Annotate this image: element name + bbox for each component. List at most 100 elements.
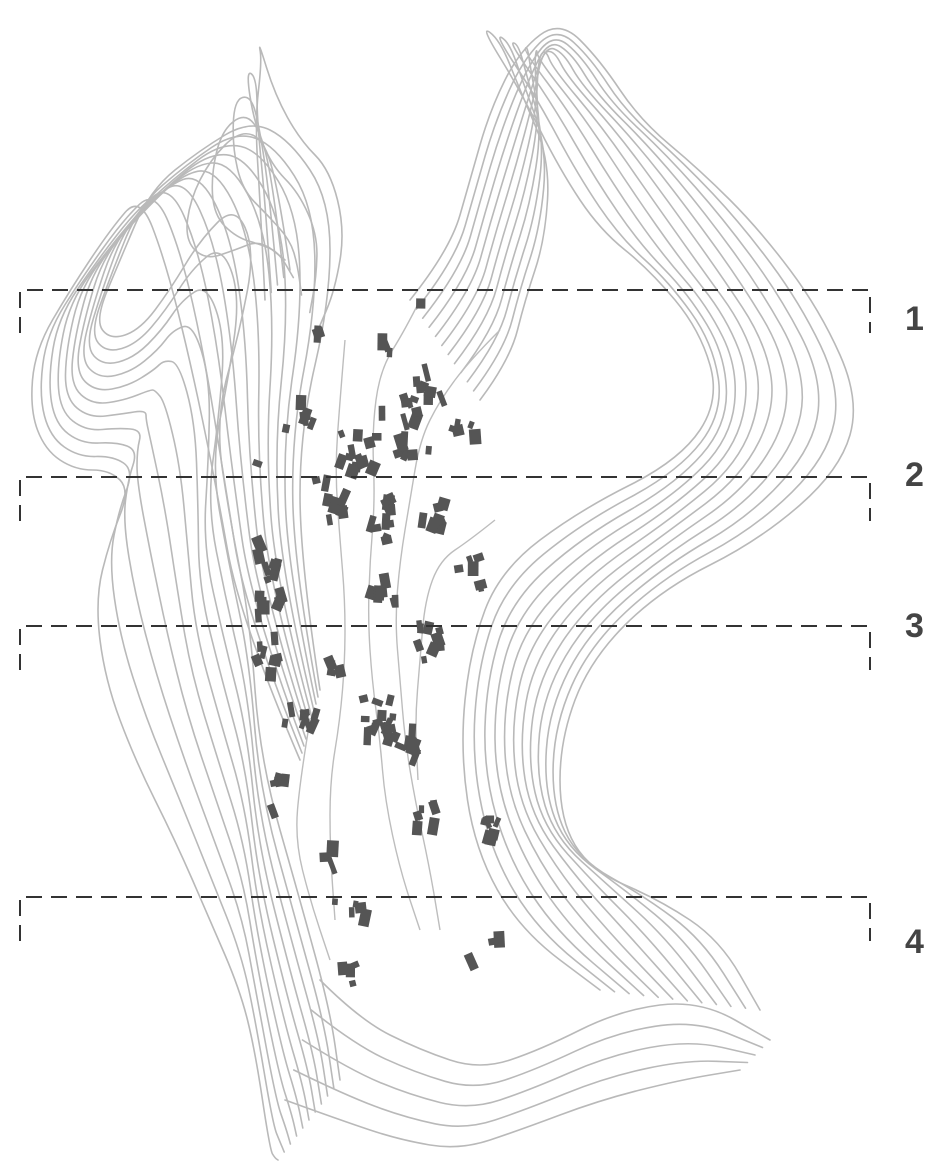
building-18 <box>421 363 432 383</box>
building-181 <box>347 960 360 971</box>
building-16 <box>415 382 425 394</box>
building-26 <box>411 406 423 418</box>
building-48 <box>425 445 432 455</box>
building-53 <box>337 505 349 520</box>
contour-west-11 <box>31 205 301 1161</box>
building-2 <box>295 394 307 411</box>
contour-spur-5 <box>186 132 291 271</box>
building-121 <box>256 641 263 652</box>
building-182 <box>348 979 357 988</box>
contour-lines <box>31 27 855 1161</box>
building-24 <box>409 395 420 404</box>
building-169 <box>492 816 502 828</box>
section-label-4: 4 <box>905 923 924 961</box>
building-162 <box>411 820 423 836</box>
building-139 <box>371 697 384 708</box>
building-80 <box>467 561 479 577</box>
building-107 <box>422 620 435 636</box>
building-129 <box>310 707 321 722</box>
contour-west-8 <box>57 184 307 1137</box>
section-label-1: 1 <box>905 300 924 338</box>
building-64 <box>386 491 397 505</box>
contour-west-1 <box>98 125 341 1081</box>
building-77 <box>473 578 488 591</box>
building-137 <box>360 715 370 723</box>
building-172 <box>486 815 495 824</box>
building-41 <box>364 459 381 478</box>
contour-spur-3 <box>232 96 303 296</box>
building-79 <box>465 555 474 564</box>
contour-spur-2 <box>247 72 318 314</box>
building-105 <box>412 638 425 653</box>
building-42 <box>334 453 348 471</box>
contour-east-10 <box>466 42 728 995</box>
building-6 <box>298 406 313 426</box>
building-22 <box>378 405 386 421</box>
building-49 <box>400 431 409 446</box>
building-143 <box>370 722 379 733</box>
contour-west-3 <box>88 144 329 1097</box>
building-156 <box>280 773 290 788</box>
building-63 <box>369 523 382 533</box>
building-109 <box>425 641 442 658</box>
building-145 <box>377 709 387 722</box>
lane-3 <box>395 329 501 931</box>
building-176 <box>331 898 339 906</box>
building-11 <box>377 333 388 351</box>
building-72 <box>417 512 428 529</box>
building-93 <box>268 558 281 571</box>
contour-valley-2 <box>310 1009 764 1087</box>
building-167 <box>412 810 424 822</box>
building-50 <box>325 513 334 526</box>
building-86 <box>251 534 268 554</box>
section-cut-lines: 1 2 3 4 <box>19 289 924 961</box>
building-56 <box>336 487 352 508</box>
contour-east-8 <box>453 50 747 999</box>
building-66 <box>380 498 391 513</box>
lane-5 <box>296 719 331 961</box>
building-97 <box>391 594 399 608</box>
building-67 <box>383 519 395 529</box>
building-17 <box>436 390 448 408</box>
building-8 <box>313 325 322 343</box>
building-75 <box>472 552 485 563</box>
building-28 <box>467 420 475 430</box>
building-92 <box>270 594 287 613</box>
building-51 <box>311 475 321 485</box>
building-1 <box>281 423 291 434</box>
building-40 <box>344 452 355 462</box>
building-157 <box>269 779 279 788</box>
contour-east-1 <box>409 27 855 1011</box>
building-183 <box>337 961 348 976</box>
building-73 <box>436 496 451 512</box>
section-label-2: 2 <box>905 456 924 494</box>
building-185 <box>487 937 499 946</box>
building-165 <box>428 799 441 816</box>
lane-4 <box>415 519 496 781</box>
building-188 <box>416 298 426 309</box>
building-84 <box>263 575 272 584</box>
building-15 <box>423 385 437 399</box>
building-131 <box>385 694 395 707</box>
contour-valley-5 <box>284 1069 741 1148</box>
building-118 <box>271 652 283 664</box>
building-115 <box>264 666 277 682</box>
building-142 <box>358 694 369 704</box>
lane-2 <box>329 339 346 921</box>
building-144 <box>383 723 397 734</box>
contour-west-4 <box>83 153 323 1105</box>
building-104 <box>416 620 423 633</box>
contour-east-9 <box>460 46 736 997</box>
building-150 <box>408 723 417 739</box>
building-120 <box>270 631 279 646</box>
building-126 <box>286 701 296 718</box>
building-74 <box>425 516 441 534</box>
contour-spur-4 <box>211 116 295 279</box>
contour-west-7 <box>64 177 309 1129</box>
building-114 <box>323 654 338 672</box>
building-173 <box>480 818 488 826</box>
contour-west-2 <box>93 135 335 1089</box>
section-line-4 <box>19 896 871 941</box>
building-123 <box>305 716 320 735</box>
building-125 <box>281 718 289 728</box>
